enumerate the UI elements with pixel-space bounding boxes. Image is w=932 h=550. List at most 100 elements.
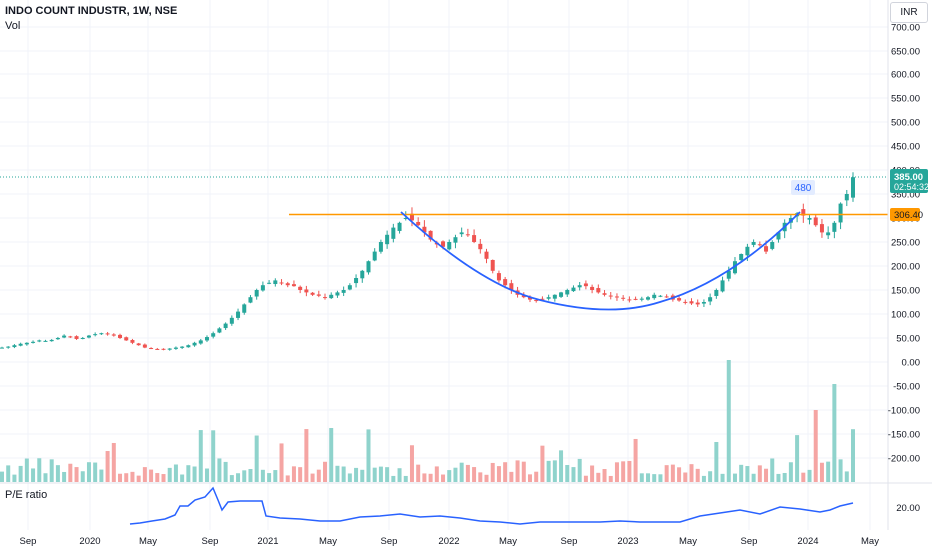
volume-bar [751, 473, 756, 482]
candle-body [167, 348, 172, 350]
candle-body [596, 288, 601, 293]
candle-body [130, 340, 135, 343]
candle-body [74, 336, 79, 339]
time-axis[interactable]: Sep 2020 May Sep 2021 May Sep 2022 May Sep 2023 May… [20, 536, 880, 547]
candle-body [6, 346, 11, 348]
volume-bar [527, 474, 532, 482]
volume-bar [298, 467, 303, 482]
volume-bar [695, 468, 700, 482]
candle-body [695, 302, 700, 305]
candle-body [813, 217, 818, 226]
volume-bar [329, 428, 334, 482]
grid [0, 0, 888, 530]
volume-bar [161, 474, 166, 482]
volume-bar [521, 461, 526, 482]
candle-body [298, 286, 303, 290]
volume-bar [385, 467, 390, 482]
volume-bar [378, 466, 383, 482]
volume-bar [267, 473, 272, 482]
volume-bar [764, 468, 769, 482]
candle-body [745, 246, 750, 256]
price-tick-label: -150.00 [888, 430, 920, 441]
svg-text:385.00: 385.00 [894, 172, 923, 183]
candle-body [509, 283, 514, 290]
candle-body [391, 227, 396, 239]
volume-bar [726, 360, 731, 482]
volume-bar [335, 465, 340, 482]
volume-legend[interactable]: Vol [5, 20, 21, 32]
volume-bar [167, 467, 172, 482]
price-tick-label: 700.00 [891, 23, 920, 34]
candle-body [80, 338, 85, 339]
volume-bar [801, 472, 806, 482]
volume-bar [74, 467, 79, 482]
volume-bar [18, 465, 23, 482]
volume-bar [366, 429, 371, 482]
candle-body [43, 340, 48, 342]
volume-bar [434, 466, 439, 482]
candle-body [291, 284, 296, 287]
candle-body [149, 348, 154, 350]
volume-bar [204, 468, 209, 482]
volume-bar [689, 464, 694, 482]
candle-body [173, 347, 178, 349]
candle-body [12, 345, 17, 348]
volume-bar [347, 473, 352, 482]
candle-body [608, 295, 613, 297]
candle-body [229, 317, 234, 324]
candle-body [55, 338, 60, 340]
volume-bar [24, 458, 29, 482]
candle-body [503, 279, 508, 286]
volume-bar [788, 462, 793, 482]
candle-body [372, 251, 377, 261]
volume-bar [428, 473, 433, 482]
currency-badge[interactable]: INR [890, 2, 928, 23]
last-price-tag: 385.00 02:54:32 [890, 169, 929, 193]
volume-bar [441, 474, 446, 482]
volume-bar [55, 465, 60, 482]
candle-body [37, 340, 42, 342]
volume-bar [0, 471, 4, 482]
candle-body [354, 278, 359, 284]
volume-bar [770, 458, 775, 482]
candle-body [633, 298, 638, 300]
candle-body [689, 301, 694, 304]
volume-bar [608, 475, 613, 482]
volume-bar [739, 464, 744, 482]
candle-body [844, 194, 849, 201]
pe-ratio-line [129, 486, 854, 525]
time-tick-label: May [139, 536, 157, 547]
candle-body [577, 285, 582, 288]
cup-curve[interactable] [400, 211, 801, 311]
volume-bar [291, 466, 296, 482]
volume-bar [701, 475, 706, 482]
volume-bar [478, 472, 483, 482]
volume-bar [515, 460, 520, 482]
price-axis[interactable]: 700.00650.00600.00550.00500.00450.00400.… [888, 23, 920, 465]
volume-bar [844, 471, 849, 482]
price-tick-label: 0.00 [902, 358, 921, 369]
candle-body [770, 242, 775, 249]
volume-bar [285, 475, 290, 482]
volume-bar [105, 451, 110, 482]
volume-bar [503, 462, 508, 482]
volume-bar [795, 435, 800, 482]
price-tick-label: -200.00 [888, 454, 920, 465]
volume-bar [409, 445, 414, 482]
candle-body [565, 290, 570, 295]
volume-bar [124, 473, 129, 482]
candle-body [677, 298, 682, 301]
volume-bar [68, 463, 73, 482]
volume-bar [49, 459, 54, 482]
volume-bar [6, 465, 11, 482]
candle-body [540, 298, 545, 300]
candle-body [403, 218, 408, 219]
candle-body [397, 222, 402, 231]
pe-legend[interactable]: P/E ratio [5, 489, 48, 501]
volume-bar [304, 429, 309, 482]
time-tick-label: 2023 [617, 536, 638, 547]
chart-title[interactable]: INDO COUNT INDUSTR, 1W, NSE [5, 5, 178, 17]
candle-body [590, 286, 595, 290]
volume-bar [217, 458, 222, 482]
